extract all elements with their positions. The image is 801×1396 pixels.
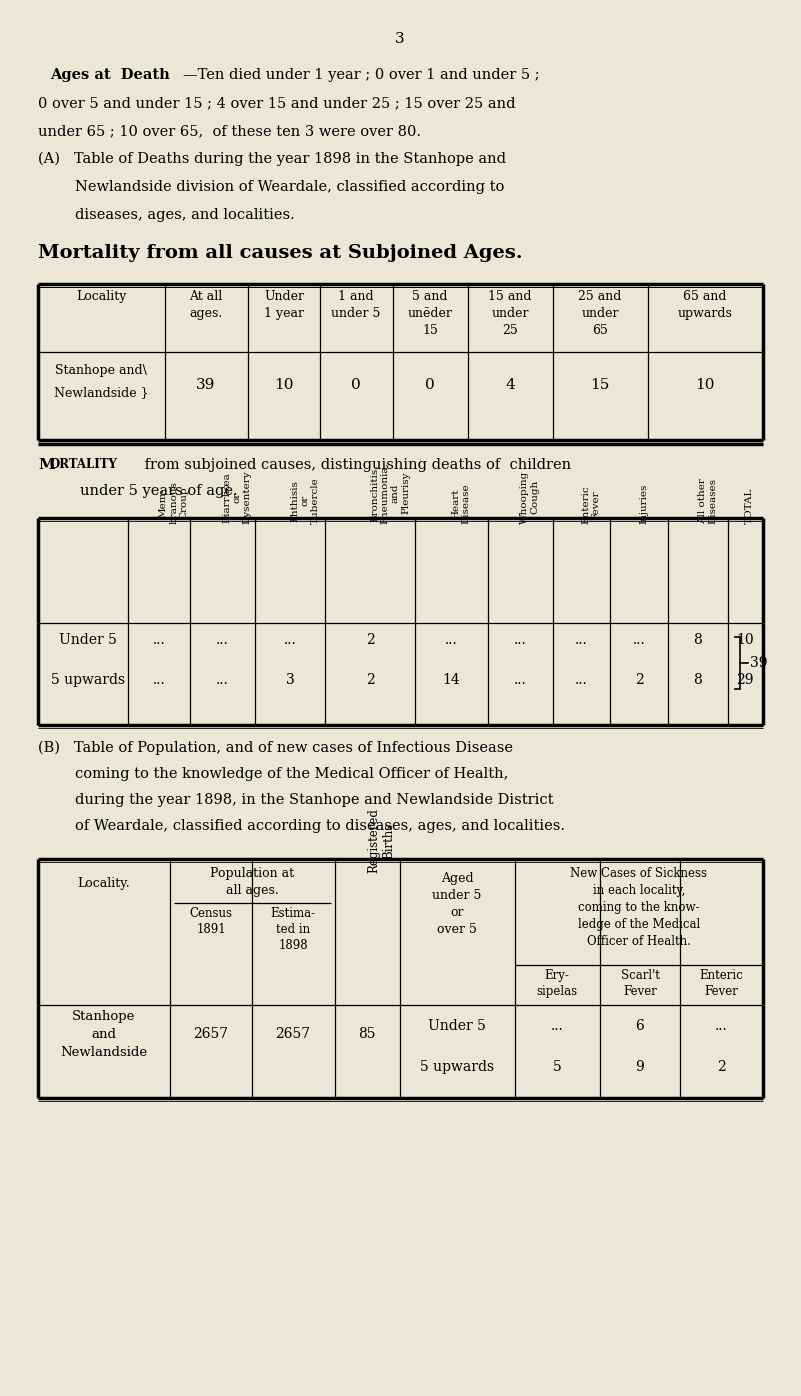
Text: 65 and
upwards: 65 and upwards	[678, 290, 732, 320]
Text: ...: ...	[284, 632, 296, 646]
Text: Under 5: Under 5	[428, 1019, 486, 1033]
Text: ...: ...	[153, 632, 165, 646]
Text: New Cases of Sickness
in each locality,
coming to the know-
ledge of the Medical: New Cases of Sickness in each locality, …	[570, 867, 707, 948]
Text: Estima-
ted in
1898: Estima- ted in 1898	[271, 907, 316, 952]
Text: Heart
Disease: Heart Disease	[451, 483, 470, 524]
Text: 3: 3	[395, 32, 405, 46]
Text: 8: 8	[694, 673, 702, 687]
Text: Ery-
sipelas: Ery- sipelas	[537, 969, 578, 998]
Text: (A)   Table of Deaths during the year 1898 in the Stanhope and: (A) Table of Deaths during the year 1898…	[38, 152, 506, 166]
Text: 5 upwards: 5 upwards	[51, 673, 125, 687]
Text: 5 upwards: 5 upwards	[420, 1060, 494, 1074]
Text: diseases, ages, and localities.: diseases, ages, and localities.	[38, 208, 295, 222]
Text: ...: ...	[550, 1019, 563, 1033]
Text: 2657: 2657	[276, 1027, 311, 1041]
Text: Diarrhœa
or
Dysentery: Diarrhœa or Dysentery	[222, 470, 252, 524]
Text: ...: ...	[513, 673, 526, 687]
Text: 85: 85	[358, 1027, 376, 1041]
Text: ORTALITY: ORTALITY	[50, 458, 118, 470]
Text: Enteric
Fever: Enteric Fever	[699, 969, 743, 998]
Text: All other
Diseases: All other Diseases	[698, 477, 718, 524]
Text: M: M	[38, 458, 55, 472]
Text: ...: ...	[445, 632, 457, 646]
Text: under 65 ; 10 over 65,  of these ten 3 were over 80.: under 65 ; 10 over 65, of these ten 3 we…	[38, 124, 421, 138]
Text: Ages at  Death: Ages at Death	[50, 68, 170, 82]
Text: 15: 15	[422, 324, 438, 336]
Text: ...: ...	[714, 1019, 727, 1033]
Text: during the year 1898, in the Stanhope and Newlandside District: during the year 1898, in the Stanhope an…	[38, 793, 553, 807]
Text: Mortality from all causes at Subjoined Ages.: Mortality from all causes at Subjoined A…	[38, 244, 522, 262]
Text: ...: ...	[215, 632, 228, 646]
Text: 29: 29	[736, 673, 754, 687]
Text: 4: 4	[505, 378, 515, 392]
Text: Injuries: Injuries	[639, 483, 648, 524]
Text: 2: 2	[717, 1060, 726, 1074]
Text: ...: ...	[215, 673, 228, 687]
Text: 5: 5	[553, 1060, 562, 1074]
Text: 1 and
under 5: 1 and under 5	[332, 290, 380, 320]
Text: under 5 years of age.: under 5 years of age.	[80, 484, 238, 498]
Text: 8: 8	[694, 632, 702, 646]
Text: ...: ...	[574, 673, 587, 687]
Text: Mem-
branous
Croup: Mem- branous Croup	[159, 482, 189, 524]
Text: Under
1 year: Under 1 year	[264, 290, 304, 320]
Text: 10: 10	[736, 632, 754, 646]
Text: ...: ...	[153, 673, 165, 687]
Text: Enteric
Fever: Enteric Fever	[581, 486, 601, 524]
Text: 0: 0	[425, 378, 435, 392]
Text: 15 and
under
25: 15 and under 25	[489, 290, 532, 336]
Text: Bronchitis,
Pneumonia,
and
Pleurisy: Bronchitis, Pneumonia, and Pleurisy	[370, 462, 410, 524]
Text: 2: 2	[634, 673, 643, 687]
Text: 2: 2	[365, 632, 374, 646]
Text: 10: 10	[695, 378, 714, 392]
Text: coming to the knowledge of the Medical Officer of Health,: coming to the knowledge of the Medical O…	[38, 766, 509, 780]
Text: Locality: Locality	[76, 290, 127, 303]
Text: Stanhope
and
Newlandside: Stanhope and Newlandside	[60, 1009, 147, 1060]
Text: At all
ages.: At all ages.	[189, 290, 223, 320]
Text: Stanhope and\: Stanhope and\	[55, 364, 147, 377]
Text: ...: ...	[633, 632, 646, 646]
Text: 39: 39	[196, 378, 215, 392]
Text: ...: ...	[513, 632, 526, 646]
Text: (B)   Table of Population, and of new cases of Infectious Disease: (B) Table of Population, and of new case…	[38, 741, 513, 755]
Text: 39: 39	[750, 656, 767, 670]
Text: 25 and
under
65: 25 and under 65	[578, 290, 622, 336]
Text: ...: ...	[574, 632, 587, 646]
Text: TOTAL: TOTAL	[745, 487, 754, 524]
Text: 0: 0	[351, 378, 361, 392]
Text: Scarl't
Fever: Scarl't Fever	[621, 969, 659, 998]
Text: 6: 6	[636, 1019, 644, 1033]
Text: 9: 9	[636, 1060, 644, 1074]
Text: Whooping
Cough: Whooping Cough	[520, 470, 539, 524]
Text: Census
1891: Census 1891	[190, 907, 232, 935]
Text: Under 5: Under 5	[59, 632, 117, 646]
Text: from subjoined causes, distinguishing deaths of  children: from subjoined causes, distinguishing de…	[140, 458, 571, 472]
Text: 2: 2	[365, 673, 374, 687]
Text: 3: 3	[286, 673, 295, 687]
Text: 14: 14	[442, 673, 460, 687]
Text: Population at
all ages.: Population at all ages.	[210, 867, 294, 898]
Text: 5 and
unēder: 5 and unēder	[408, 290, 453, 320]
Text: Locality.: Locality.	[78, 877, 131, 891]
Text: Phthisis
or
Tubercle: Phthisis or Tubercle	[290, 477, 320, 524]
Text: Newlandside }: Newlandside }	[54, 387, 148, 399]
Text: 10: 10	[274, 378, 294, 392]
Text: —Ten died under 1 year ; 0 over 1 and under 5 ;: —Ten died under 1 year ; 0 over 1 and un…	[183, 68, 540, 82]
Text: 15: 15	[590, 378, 610, 392]
Text: Aged
under 5
or
over 5: Aged under 5 or over 5	[433, 872, 481, 935]
Text: Registered
Births: Registered Births	[367, 808, 395, 872]
Text: 2657: 2657	[193, 1027, 228, 1041]
Text: of Weardale, classified according to diseases, ages, and localities.: of Weardale, classified according to dis…	[38, 819, 565, 833]
Text: 0 over 5 and under 15 ; 4 over 15 and under 25 ; 15 over 25 and: 0 over 5 and under 15 ; 4 over 15 and un…	[38, 96, 516, 110]
Text: Newlandside division of Weardale, classified according to: Newlandside division of Weardale, classi…	[38, 180, 505, 194]
